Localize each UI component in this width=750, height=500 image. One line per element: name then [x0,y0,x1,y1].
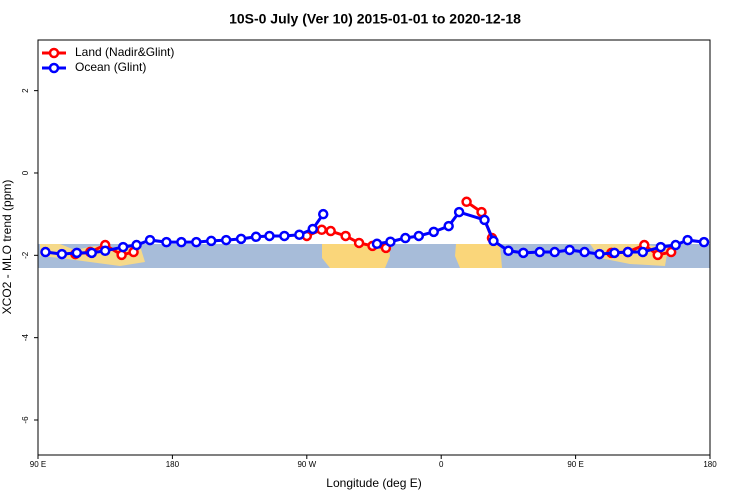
point [161,236,172,248]
point [609,247,620,259]
point [637,246,649,258]
point [250,231,262,243]
point [176,236,187,248]
y-axis-label: XCO2 - MLO trend (ppm) [0,180,14,315]
x-tick-label: 90 W [297,460,316,469]
y-tick-label: -6 [21,416,30,424]
point [340,230,351,242]
point [279,230,290,242]
point [220,234,232,246]
point [86,247,98,259]
point [479,214,490,226]
point [579,246,590,258]
point [264,230,275,242]
point [564,244,575,256]
y-tick-label: 0 [21,170,30,175]
point [325,225,336,237]
point [205,235,217,247]
x-tick-label: 180 [166,460,180,469]
point [413,230,425,242]
point [549,246,560,258]
point [670,239,681,251]
legend-marker [48,62,60,74]
point [191,236,202,248]
y-tick-label: 2 [21,88,30,93]
x-axis-label: Longitude (deg E) [326,476,421,490]
point [518,247,529,259]
plot-frame [37,39,711,456]
point [400,232,411,244]
point [371,238,383,250]
legend-label: Ocean (Glint) [75,60,146,74]
point [71,247,83,259]
point [503,245,514,257]
x-tick-label: 180 [703,460,717,469]
point [56,248,68,260]
point [235,233,247,245]
legend-label: Land (Nadir&Glint) [75,45,174,59]
point [453,206,465,218]
point [461,196,472,208]
point [317,208,329,220]
point [144,234,156,246]
point [316,224,327,236]
point [294,229,305,240]
point [131,239,142,251]
y-tick-label: -4 [21,334,30,342]
point [40,246,51,258]
point [622,246,634,258]
point [488,235,499,247]
legend-marker [48,47,60,59]
point [594,248,605,260]
point [682,234,693,246]
x-tick-label: 90 E [567,460,583,469]
y-tick-label: -2 [21,251,30,259]
point [385,236,396,247]
chart-title: 10S-0 July (Ver 10) 2015-01-01 to 2020-1… [229,11,521,27]
x-tick-label: 90 E [30,460,46,469]
point [534,246,546,258]
point [665,246,677,258]
point [307,223,319,235]
point [117,241,129,253]
point [698,236,710,248]
point [443,220,454,232]
point [99,245,111,257]
point [428,226,439,238]
point [655,241,666,253]
point [353,237,365,249]
x-tick-label: 0 [439,460,444,469]
